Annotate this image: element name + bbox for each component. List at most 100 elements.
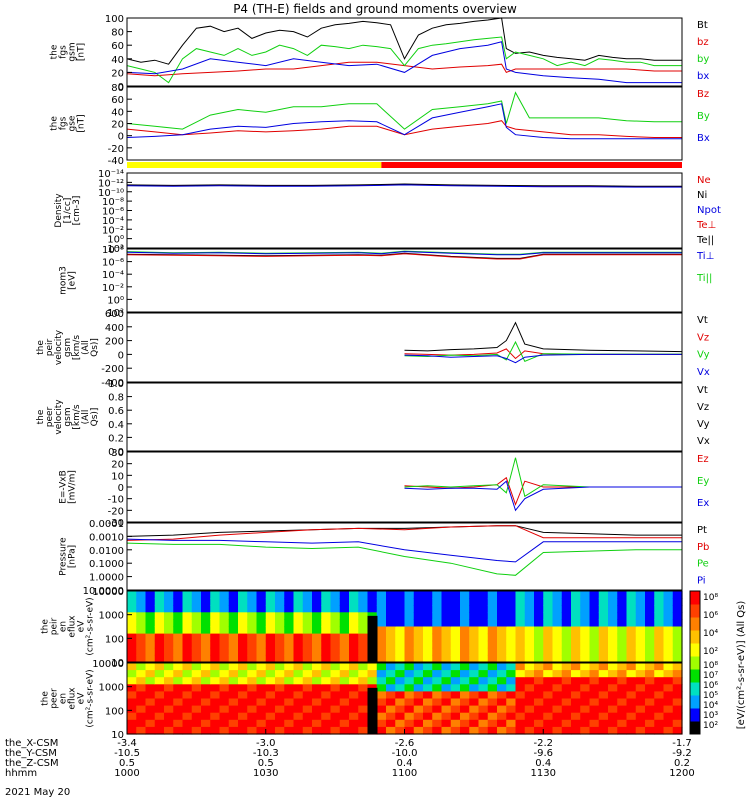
spectrogram-cell bbox=[534, 677, 544, 685]
spectrogram-cell bbox=[460, 633, 470, 642]
spectrogram-cell bbox=[210, 705, 221, 714]
spectrogram-cell bbox=[265, 684, 276, 692]
spectrogram-cell bbox=[302, 705, 313, 714]
spectrogram-cell bbox=[423, 712, 433, 721]
x-tick-label: -1.7 bbox=[672, 738, 692, 749]
spectrogram-cell bbox=[478, 663, 489, 671]
spectrogram-cell bbox=[321, 698, 332, 707]
spectrogram-cell bbox=[191, 677, 202, 685]
legend-Pi: Pi bbox=[697, 575, 706, 586]
spectrogram-cell bbox=[478, 719, 489, 728]
spectrogram-cell bbox=[663, 698, 674, 707]
spectrogram-cell bbox=[450, 719, 461, 728]
spectrogram-cell bbox=[663, 684, 674, 692]
spectrogram-cell bbox=[312, 591, 322, 599]
spectrogram-cell bbox=[497, 591, 507, 599]
spectrogram-cell bbox=[589, 626, 600, 635]
spectrogram-cell bbox=[219, 633, 230, 642]
spectrogram-cell bbox=[136, 591, 147, 599]
spectrogram-cell bbox=[598, 598, 609, 606]
spectrogram-cell bbox=[330, 605, 341, 613]
spectrogram-cell bbox=[201, 633, 211, 642]
spectrogram-cell bbox=[376, 663, 387, 671]
spectrogram-cell bbox=[154, 591, 165, 599]
spectrogram-cell bbox=[265, 654, 276, 663]
spectrogram-cell bbox=[423, 619, 433, 628]
spectrogram-cell bbox=[580, 654, 591, 663]
spectrogram-cell bbox=[524, 619, 535, 628]
spectrogram-cell bbox=[386, 712, 396, 721]
spectrogram-cell bbox=[654, 654, 665, 663]
y-axis-label: mom3[eV] bbox=[59, 266, 78, 295]
spectrogram-cell bbox=[543, 647, 554, 656]
spectrogram-cell bbox=[672, 633, 683, 642]
spectrogram-cell bbox=[182, 647, 193, 656]
spectrogram-cell bbox=[265, 598, 276, 606]
spectrogram-cell bbox=[376, 640, 387, 649]
spectrogram-cell bbox=[506, 670, 517, 678]
spectrogram-cell bbox=[413, 719, 424, 728]
spectrogram-cell bbox=[284, 712, 295, 721]
spectrogram-cell bbox=[349, 626, 359, 635]
spectrogram-cell bbox=[487, 640, 498, 649]
spectrogram-cell bbox=[654, 698, 665, 707]
spectrogram-cell bbox=[275, 670, 285, 678]
spectrogram-cell bbox=[265, 705, 276, 714]
spectrogram-cell bbox=[173, 705, 184, 714]
spectrogram-cell bbox=[293, 698, 304, 707]
spectrogram-cell bbox=[210, 654, 221, 663]
spectrogram-cell bbox=[164, 633, 174, 642]
spectrogram-cell bbox=[173, 640, 184, 649]
spectrogram-cell bbox=[608, 626, 618, 635]
y-tick-label: 10⁻⁸ bbox=[102, 197, 124, 208]
spectrogram-cell bbox=[145, 705, 156, 714]
spectrogram-cell bbox=[302, 670, 313, 678]
spectrogram-cell bbox=[386, 698, 396, 707]
spectrogram-cell bbox=[358, 619, 369, 628]
spectrogram-cell bbox=[635, 626, 646, 635]
spectrogram-cell bbox=[663, 670, 674, 678]
spectrogram-cell bbox=[145, 605, 156, 613]
spectrogram-cell bbox=[312, 647, 322, 656]
colorbar-cell bbox=[690, 721, 700, 735]
y-tick-label: -200 bbox=[101, 364, 124, 375]
spectrogram-cell bbox=[127, 612, 137, 620]
spectrogram-cell bbox=[358, 726, 369, 735]
spectrogram-cell bbox=[321, 619, 332, 628]
spectrogram-cell bbox=[275, 619, 285, 628]
spectrogram-cell bbox=[293, 684, 304, 692]
spectrogram-cell bbox=[395, 633, 406, 642]
spectrogram-cell bbox=[626, 684, 637, 692]
series-line-bz bbox=[126, 61, 682, 77]
spectrogram-cell bbox=[247, 684, 258, 692]
spectrogram-cell bbox=[339, 619, 350, 628]
spectrogram-cell bbox=[441, 677, 452, 685]
spectrogram-cell bbox=[534, 684, 544, 692]
spectrogram-cell bbox=[164, 705, 174, 714]
spectrogram-cell bbox=[432, 633, 443, 642]
spectrogram-cell bbox=[524, 698, 535, 707]
spectrogram-cell bbox=[413, 626, 424, 635]
spectrogram-cell bbox=[182, 663, 193, 671]
spectrogram-cell bbox=[349, 705, 359, 714]
spectrogram-cell bbox=[580, 726, 591, 735]
spectrogram-cell bbox=[654, 626, 665, 635]
spectrogram-cell bbox=[275, 691, 285, 700]
spectrogram-cell bbox=[469, 626, 480, 635]
spectrogram-cell bbox=[293, 640, 304, 649]
spectrogram-cell bbox=[617, 605, 628, 613]
series-line-Pi bbox=[126, 538, 682, 563]
spectrogram-cell bbox=[423, 719, 433, 728]
spectrogram-cell bbox=[386, 705, 396, 714]
spectrogram-cell bbox=[469, 677, 480, 685]
spectrogram-cell bbox=[423, 633, 433, 642]
spectrogram-cell bbox=[469, 633, 480, 642]
spectrogram-cell bbox=[487, 677, 498, 685]
spectrogram-cell bbox=[469, 712, 480, 721]
spectrogram-cell bbox=[173, 719, 184, 728]
spectrogram-cell bbox=[136, 598, 147, 606]
spectrogram-cell bbox=[580, 719, 591, 728]
y-tick-label: 0 bbox=[118, 350, 124, 361]
spectrogram-cell bbox=[672, 712, 683, 721]
spectrogram-cell bbox=[201, 640, 211, 649]
